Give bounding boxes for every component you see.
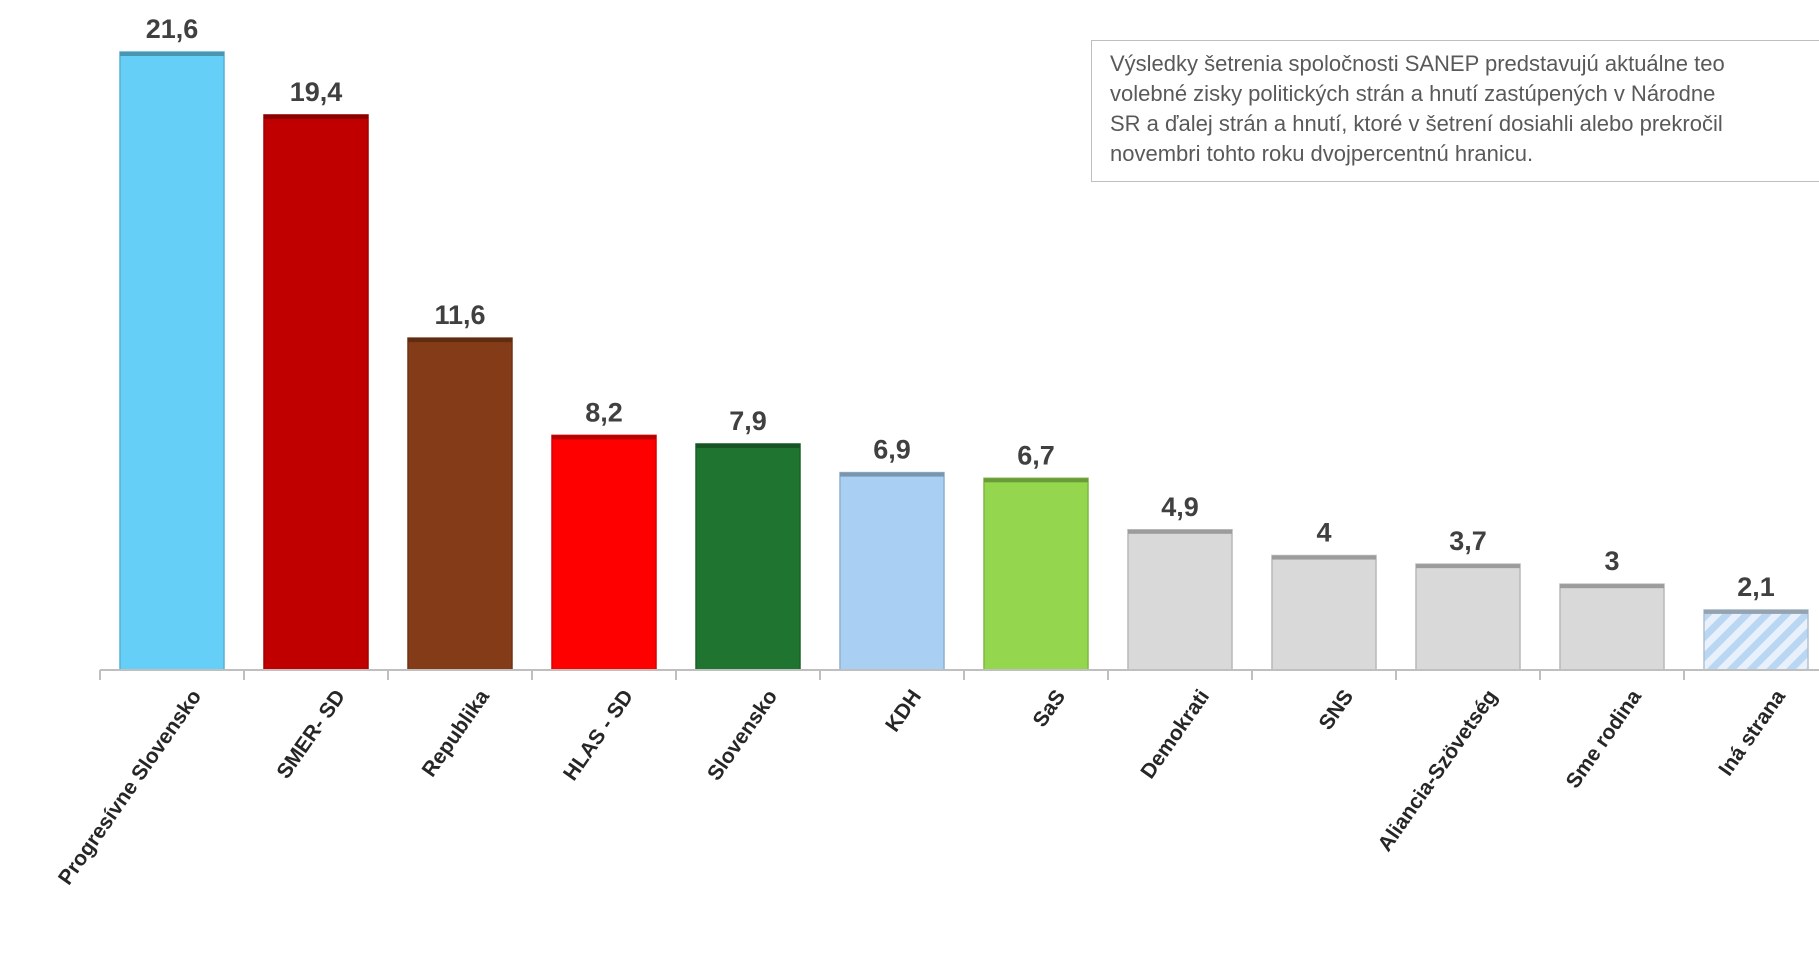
note-text: Výsledky šetrenia spoločnosti SANEP pred… [1110, 51, 1725, 166]
category-label: Demokrati [1136, 686, 1214, 783]
bar-value-label: 7,9 [729, 406, 767, 436]
bar [1415, 563, 1521, 671]
bar-top-edge [984, 478, 1088, 483]
bar-value-label: 11,6 [434, 300, 485, 330]
category-label: Sme rodina [1562, 685, 1647, 792]
bar-value-label: 19,4 [290, 77, 343, 107]
bar [1703, 609, 1809, 671]
bar [119, 51, 225, 671]
bar-value-label: 4,9 [1161, 492, 1199, 522]
bar [263, 114, 369, 671]
bar-top-edge [552, 435, 656, 440]
category-label: SNS [1314, 686, 1358, 735]
bar-top-edge [696, 443, 800, 448]
bar-top-edge [1128, 529, 1232, 534]
bar [839, 471, 945, 671]
bar-value-label: 8,2 [585, 397, 623, 427]
bar [695, 443, 801, 671]
bar [1127, 529, 1233, 671]
category-label: Aliancia-Szövetség [1373, 686, 1502, 856]
category-label: SMER- SD [272, 686, 350, 783]
category-label: KDH [881, 686, 926, 736]
bar-value-label: 3 [1604, 546, 1619, 576]
bar-value-label: 6,7 [1017, 440, 1055, 470]
bar-value-label: 21,6 [146, 14, 199, 44]
bar-value-label: 2,1 [1737, 572, 1775, 602]
bar [1559, 583, 1665, 671]
bar-value-label: 3,7 [1449, 526, 1487, 556]
bar-top-edge [1272, 555, 1376, 560]
bar [551, 434, 657, 671]
bar-top-edge [1416, 564, 1520, 569]
category-label: SaS [1028, 686, 1070, 732]
bar-top-edge [264, 114, 368, 119]
bar-top-edge [1560, 584, 1664, 589]
bar-top-edge [840, 472, 944, 477]
bar-top-edge [408, 338, 512, 343]
category-label: HLAS - SD [559, 686, 638, 785]
category-label: Republika [418, 685, 495, 781]
bar-top-edge [1704, 609, 1808, 614]
bar-value-label: 4 [1316, 518, 1331, 548]
category-label: Progresívne Slovensko [54, 686, 206, 889]
note-box: Výsledky šetrenia spoločnosti SANEP pred… [1091, 40, 1819, 182]
category-label: Slovensko [703, 686, 782, 785]
bar [407, 337, 513, 671]
bar [983, 477, 1089, 671]
bar [1271, 554, 1377, 671]
bar-top-edge [120, 52, 224, 56]
bar-value-label: 6,9 [873, 435, 911, 465]
category-label: Iná strana [1714, 685, 1790, 780]
